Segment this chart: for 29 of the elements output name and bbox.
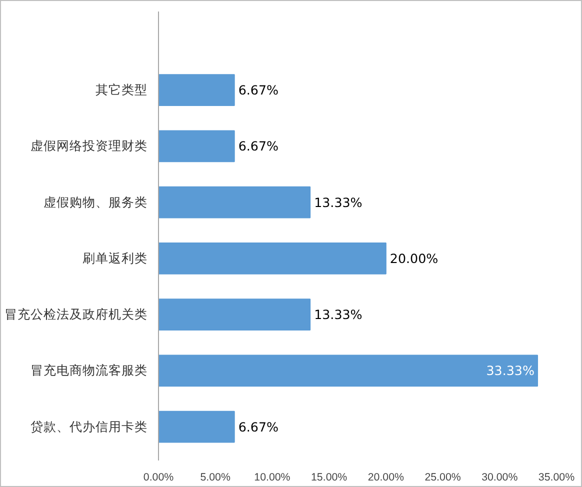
y-tick-label: 虚假购物、服务类 — [44, 195, 148, 210]
y-tick-label: 虚假网络投资理财类 — [30, 139, 148, 154]
data-label: 20.00% — [390, 250, 438, 266]
x-tick-label: 5.00% — [200, 472, 231, 484]
data-label: 6.67% — [238, 419, 279, 434]
data-label: 13.33% — [314, 307, 362, 322]
x-tick-label: 30.00% — [482, 472, 518, 484]
y-tick-label: 刷单返利类 — [82, 251, 148, 266]
bar — [158, 298, 311, 331]
data-label: 33.33% — [486, 363, 535, 378]
bar — [158, 130, 235, 162]
y-tick-label: 其它类型 — [96, 82, 148, 98]
x-tick-label: 35.00% — [538, 472, 576, 484]
y-tick-label: 冒充电商物流客服类 — [30, 362, 148, 378]
bar — [158, 186, 311, 218]
x-tick-label: 0.00% — [143, 472, 174, 484]
y-tick-label: 冒充公检法及政府机关类 — [4, 306, 148, 322]
y-tick-label: 贷款、代办信用卡类 — [30, 420, 148, 434]
bar — [158, 74, 235, 106]
bar — [158, 354, 538, 387]
data-label: 6.67% — [238, 138, 279, 154]
x-tick-label: 10.00% — [254, 472, 291, 484]
bar — [158, 410, 235, 443]
x-tick-label: 25.00% — [424, 472, 462, 484]
x-tick-label: 20.00% — [368, 472, 405, 484]
data-label: 13.33% — [314, 194, 362, 210]
x-tick-label: 15.00% — [311, 472, 348, 484]
bar — [158, 242, 386, 274]
data-label: 6.67% — [238, 82, 279, 98]
